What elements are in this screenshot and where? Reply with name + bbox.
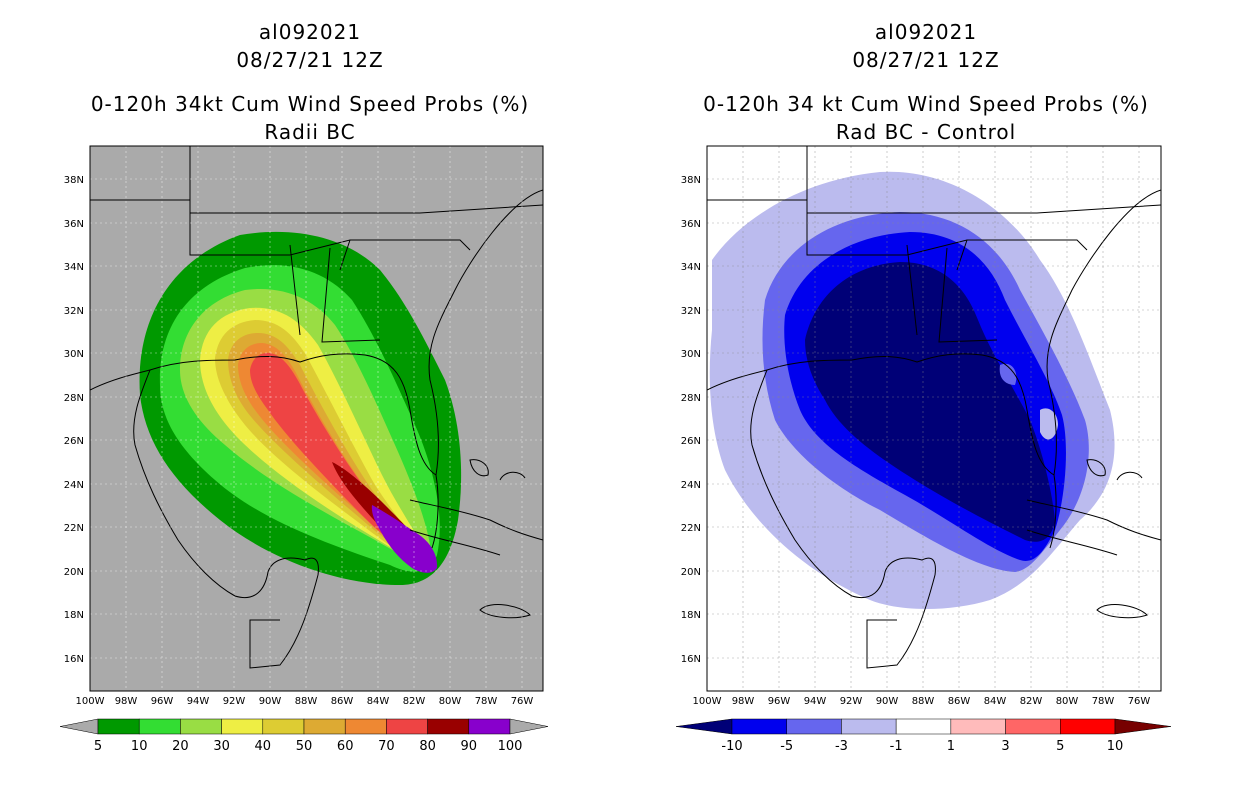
lon-label: 98W [115,696,138,707]
lat-label: 22N [64,523,84,534]
lat-label: 38N [64,175,84,186]
right-title-product: 0-120h 34 kt Cum Wind Speed Probs (%) [703,92,1149,116]
lat-label: 24N [64,480,84,491]
lon-label: 94W [187,696,210,707]
lat-label: 20N [64,567,84,578]
lon-label: 82W [403,696,426,707]
lat-label: 32N [64,306,84,317]
right-title-method: Rad BC - Control [835,120,1017,144]
lon-label: 88W [295,696,318,707]
lon-label: 96W [151,696,174,707]
lat-label: 18N [64,610,84,621]
prob-90-100 [371,505,438,573]
left-title-storm-id: al092021 [258,20,362,44]
lon-label: 86W [331,696,354,707]
right-title-datetime: 08/27/21 12Z [852,48,1000,72]
lat-label: 26N [64,436,84,447]
lon-label: 80W [439,696,462,707]
lat-label: 28N [64,393,84,404]
lat-label: 16N [64,654,84,665]
lat-label: 34N [64,262,84,273]
lat-label: 30N [64,349,84,360]
left-title-datetime: 08/27/21 12Z [236,48,384,72]
lon-label: 78W [475,696,498,707]
lon-label: 76W [511,696,534,707]
left-title-method: Radii BC [264,120,356,144]
lon-label: 92W [223,696,246,707]
left-title-product: 0-120h 34kt Cum Wind Speed Probs (%) [90,92,530,116]
right-title-storm-id: al092021 [874,20,978,44]
lon-label: 84W [367,696,390,707]
lon-label: 90W [259,696,282,707]
lat-label: 36N [64,219,84,230]
lon-label: 100W [76,696,105,707]
